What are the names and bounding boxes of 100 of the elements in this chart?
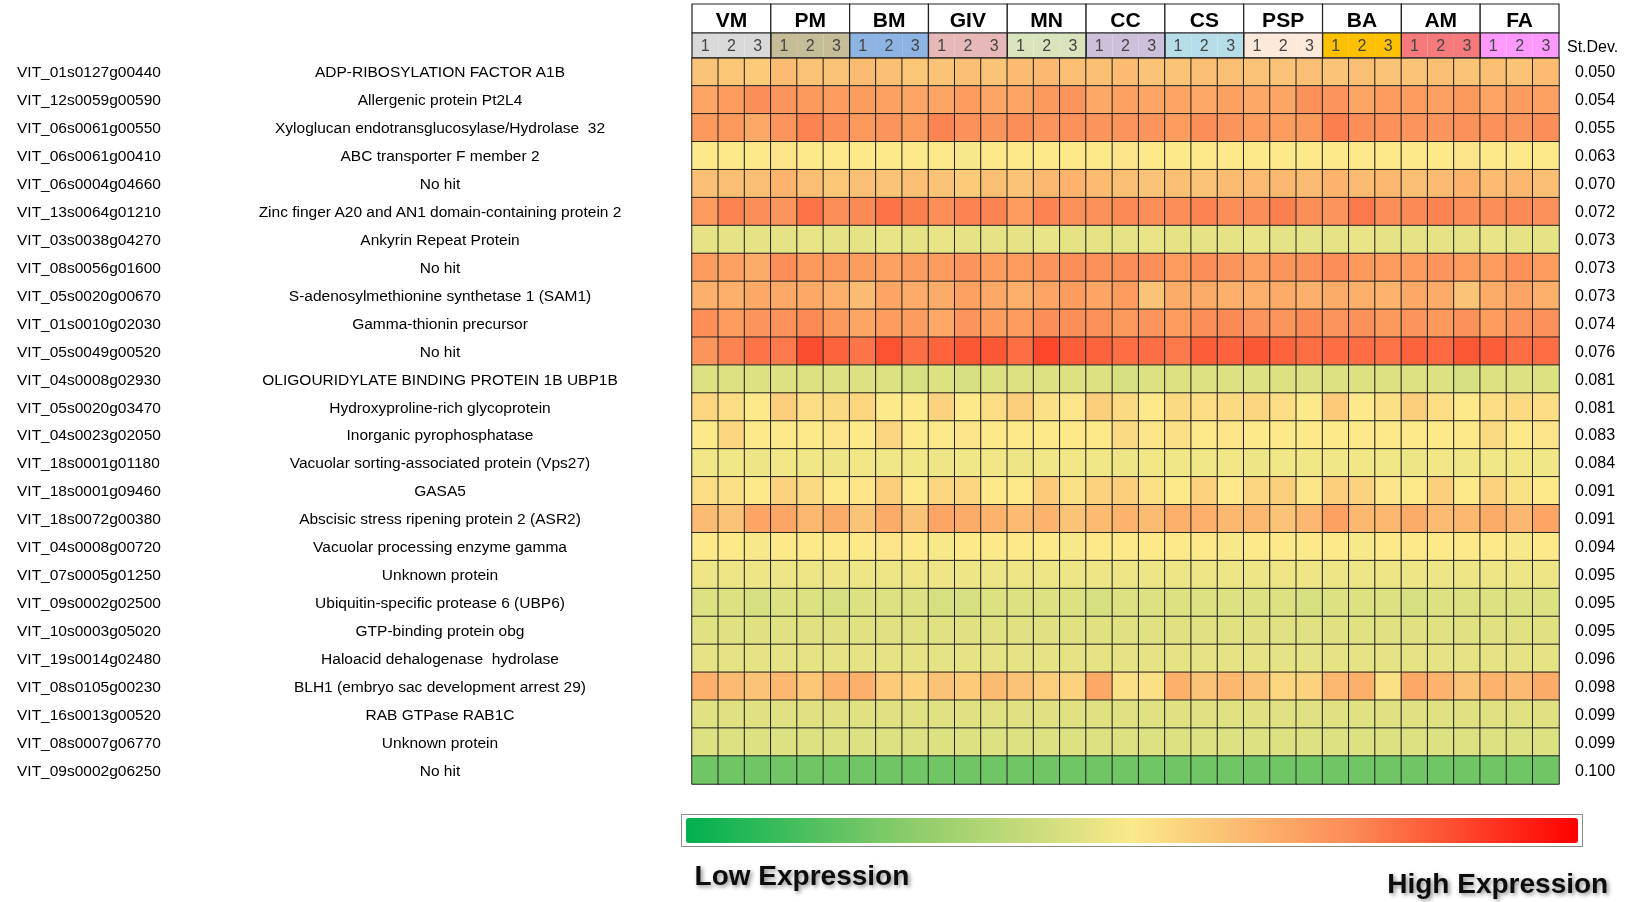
- y2-tick-label: 0.081: [1575, 398, 1616, 416]
- y-tick-label: No hit: [419, 342, 461, 360]
- text: VIT_06s0061g00410: [17, 147, 162, 165]
- y2-tick-label: 0.073: [1575, 231, 1616, 248]
- y-tick-label: RAB GTPase RAB1C: [365, 705, 515, 723]
- text: VIT_12s0059g00590: [17, 91, 162, 109]
- y-tick-label: Ankyrin Repeat Protein: [360, 231, 520, 248]
- x-tick-label: 1: [1173, 36, 1183, 54]
- y2-tick-label: 0.099: [1575, 733, 1616, 751]
- y2-tick-label: 0.063: [1575, 147, 1616, 165]
- text: VIT_16s0013g00520: [17, 705, 162, 723]
- y-tick-label: No hit: [419, 258, 461, 276]
- x-tick-label: 1: [1252, 36, 1262, 54]
- y-tick-label: Abscisic stress ripening protein 2 (ASR2): [299, 510, 581, 528]
- text: VIT_05s0049g00520: [17, 342, 162, 360]
- y2-tick-label: 0.081: [1575, 370, 1616, 388]
- x-tick-label: 1: [937, 36, 947, 54]
- text: VIT_04s0008g00720: [17, 538, 162, 556]
- color-bar-label: Low Expression: [694, 859, 910, 891]
- y2-tick-label: 0.072: [1575, 203, 1616, 221]
- text: VIT_01s0010g02030: [17, 314, 162, 332]
- y-tick-label: Inorganic pyrophosphatase: [346, 426, 534, 444]
- y-tick-label: No hit: [419, 761, 461, 779]
- y2-tick-label: 0.074: [1575, 314, 1616, 332]
- text: VIT_18s0072g00380: [17, 510, 162, 528]
- text: VIT_08s0105g00230: [17, 677, 162, 695]
- text: VIT_05s0020g03470: [17, 398, 162, 416]
- y-tick-label: Vacuolar sorting-associated protein (Vps27): [289, 454, 591, 472]
- text: GIV: [949, 7, 986, 31]
- y2-tick-label: 0.091: [1575, 482, 1616, 500]
- x-tick-label: 2: [884, 36, 894, 54]
- y2-tick-label: 0.095: [1575, 594, 1616, 611]
- x-tick-label: 2: [1515, 36, 1525, 54]
- x-tick-label: 2: [1199, 36, 1209, 54]
- x-tick-label: 2: [1121, 36, 1131, 54]
- x-tick-label: 3: [753, 36, 763, 54]
- y-tick-label: Hydroxyproline-rich glycoprotein: [329, 398, 551, 416]
- text: PSP: [1262, 7, 1305, 31]
- text: VIT_18s0001g01180: [17, 454, 161, 472]
- y2-tick-label: 0.083: [1575, 426, 1616, 444]
- x-tick-label: 1: [858, 36, 868, 54]
- x-tick-label: 2: [726, 36, 736, 54]
- x-tick-label: 1: [779, 36, 789, 54]
- y2-tick-label: 0.095: [1575, 621, 1616, 639]
- x-tick-label: 2: [963, 36, 973, 54]
- x-tick-label: 3: [832, 36, 842, 54]
- x-tick-label: 3: [1068, 36, 1078, 54]
- y-tick-label: ADP-RIBOSYLATION FACTOR A1B: [314, 63, 566, 81]
- y2-tick-label: 0.084: [1575, 454, 1616, 472]
- y-tick-label: Xyloglucan endotransglucosylase/Hydrolase 32: [274, 119, 606, 137]
- color-bar-label: High Expression: [1387, 867, 1609, 899]
- y-tick-label: Zinc finger A20 and AN1 domain-containing protein 2: [258, 203, 622, 221]
- y2-tick-label: 0.098: [1575, 677, 1616, 695]
- y2-tick-label: 0.073: [1575, 286, 1616, 304]
- text: VIT_09s0002g06250: [17, 761, 162, 779]
- y-tick-label: S-adenosylmethionine synthetase 1 (SAM1): [288, 286, 592, 304]
- x-tick-label: 2: [1278, 36, 1288, 54]
- text: AM: [1424, 7, 1458, 31]
- x-tick-label: 2: [1357, 36, 1367, 54]
- y-tick-label: Ubiquitin-specific protease 6 (UBP6): [315, 594, 565, 611]
- x-tick-label: 1: [1488, 36, 1498, 54]
- text: VIT_13s0064g01210: [17, 203, 162, 221]
- y-tick-label: BLH1 (embryo sac development arrest 29): [293, 677, 587, 695]
- text: VIT_06s0061g00550: [17, 119, 162, 137]
- x-tick-label: 3: [1383, 36, 1393, 54]
- y-tick-label: GASA5: [414, 482, 466, 500]
- text: VIT_19s0014g02480: [17, 649, 162, 667]
- y2-tick-label: 0.070: [1575, 175, 1616, 193]
- text: VIT_08s0056g01600: [17, 258, 162, 276]
- y2-tick-label: 0.099: [1575, 705, 1616, 723]
- text: VIT_08s0007g06770: [17, 733, 162, 751]
- x-tick-label: 1: [1015, 36, 1025, 54]
- text: VIT_04s0023g02050: [17, 426, 162, 444]
- x-tick-label: 3: [1226, 36, 1236, 54]
- x-tick-label: 1: [1331, 36, 1341, 54]
- text: PM: [794, 7, 826, 31]
- x-tick-label: 3: [1541, 36, 1551, 54]
- text: VIT_07s0005g01250: [17, 566, 162, 584]
- y-tick-label: OLIGOURIDYLATE BINDING PROTEIN 1B UBP1B: [262, 370, 618, 388]
- text: VIT_01s0127g00440: [17, 63, 162, 81]
- text: BM: [872, 7, 906, 31]
- y2-tick-label: 0.050: [1575, 63, 1616, 81]
- y-tick-label: Unknown protein: [381, 566, 499, 584]
- y2-axis-title: St.Dev.: [1567, 37, 1619, 55]
- x-tick-label: 3: [989, 36, 999, 54]
- text: VM: [715, 7, 748, 31]
- y2-tick-label: 0.095: [1575, 566, 1616, 584]
- text: BA: [1346, 7, 1378, 31]
- y2-tick-label: 0.096: [1575, 649, 1616, 667]
- y2-tick-label: 0.094: [1575, 538, 1616, 556]
- x-tick-label: 3: [1304, 36, 1314, 54]
- x-tick-label: 3: [1462, 36, 1472, 54]
- y-tick-label: ABC transporter F member 2: [340, 147, 540, 165]
- y-tick-label: Allergenic protein Pt2L4: [357, 91, 523, 109]
- text: FA: [1506, 7, 1534, 31]
- y2-tick-label: 0.054: [1575, 91, 1616, 109]
- y-tick-label: GTP-binding protein obg: [355, 621, 525, 639]
- text: CC: [1110, 7, 1141, 31]
- text: VIT_05s0020g00670: [17, 286, 162, 304]
- y-tick-label: Gamma-thionin precursor: [352, 314, 528, 332]
